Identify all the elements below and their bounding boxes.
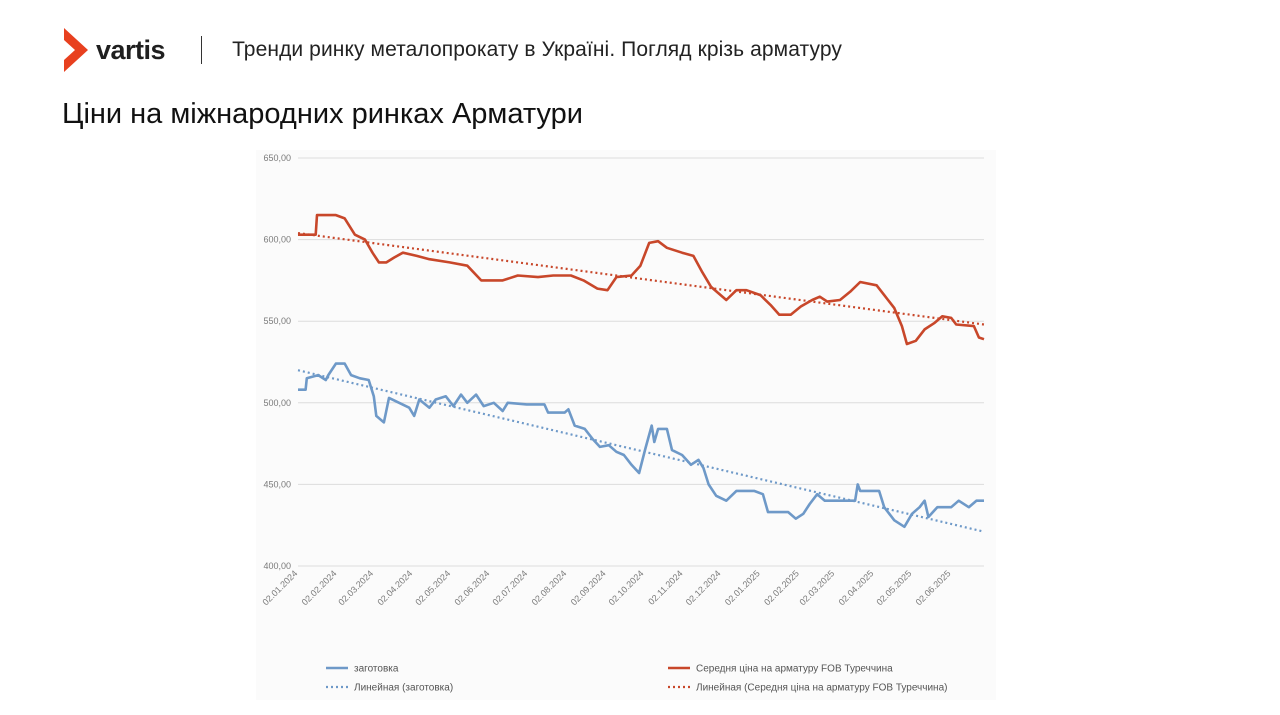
series-line-0	[298, 362, 984, 529]
series-line-1	[298, 213, 985, 346]
x-tick-label: 02.05.2025	[874, 568, 913, 607]
vartis-logo[interactable]: vartis	[62, 28, 166, 72]
x-tick-label: 02.04.2025	[837, 568, 876, 607]
y-tick-label: 600,00	[263, 235, 291, 245]
series-line-3	[297, 232, 985, 326]
chart-legend: заготовка Середня ціна на арматуру FOB Ту…	[326, 664, 947, 694]
x-tick-label: 02.10.2024	[607, 568, 646, 607]
x-tick-label: 02.09.2024	[569, 568, 608, 607]
x-tick-label: 02.05.2024	[413, 568, 452, 607]
page-title: Ціни на міжнародних ринках Арматури	[62, 98, 583, 130]
legend-label-1: Середня ціна на арматуру FOB Туреччина	[696, 664, 893, 675]
y-tick-label: 450,00	[263, 479, 291, 489]
x-tick-label: 02.02.2024	[300, 568, 339, 607]
y-axis-ticks: 400,00 450,00 500,00 550,00 600,00 650,00	[263, 153, 291, 571]
legend-label-0: заготовка	[354, 664, 399, 675]
y-tick-label: 400,00	[263, 561, 291, 571]
chart-lines	[297, 213, 985, 533]
x-tick-label: 02.07.2024	[490, 568, 529, 607]
legend-label-3: Линейная (Середня ціна на арматуру FOB Т…	[696, 683, 947, 694]
logo-text: vartis	[96, 34, 166, 65]
y-tick-label: 550,00	[263, 316, 291, 326]
series-line-2	[297, 369, 985, 533]
chart-svg: 400,00 450,00 500,00 550,00 600,00 650,00 02.…	[260, 153, 985, 694]
header: vartis Тренди ринку металопрокату в Укра…	[62, 26, 842, 74]
x-tick-label: 02.03.2024	[336, 568, 375, 607]
chart-grid	[298, 157, 984, 567]
x-tick-label: 02.03.2025	[797, 568, 836, 607]
x-tick-label: 02.11.2024	[646, 568, 684, 606]
legend-label-2: Линейная (заготовка)	[354, 683, 453, 694]
y-tick-label: 500,00	[263, 398, 291, 408]
logo-mark-icon	[62, 28, 90, 72]
x-tick-label: 02.02.2025	[762, 568, 801, 607]
x-tick-label: 02.06.2024	[453, 568, 492, 607]
header-title: Тренди ринку металопрокату в Україні. По…	[232, 38, 842, 61]
x-tick-label: 02.12.2024	[684, 568, 723, 607]
x-tick-label: 02.08.2024	[530, 568, 569, 607]
x-tick-label: 02.06.2025	[914, 568, 953, 607]
price-chart: 400,00 450,00 500,00 550,00 600,00 650,00 02.…	[256, 150, 996, 700]
x-tick-label: 02.01.2025	[723, 568, 762, 607]
header-divider	[201, 36, 203, 64]
x-tick-label: 02.04.2024	[375, 568, 414, 607]
y-tick-label: 650,00	[263, 153, 291, 163]
x-tick-label: 02.01.2024	[260, 568, 299, 607]
